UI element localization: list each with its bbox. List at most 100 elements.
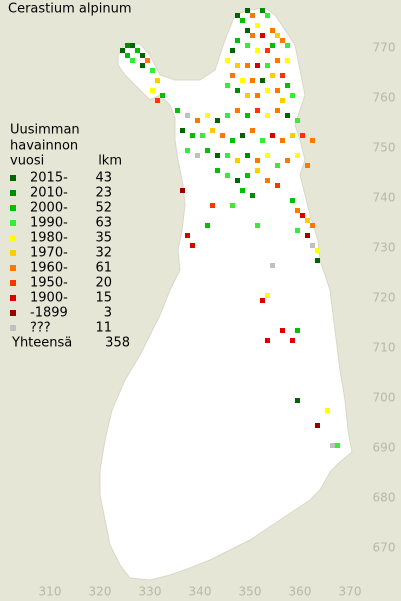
observation-square: [300, 133, 305, 138]
observation-square: [230, 73, 235, 78]
observation-square: [240, 18, 245, 23]
x-tick-label: 360: [289, 585, 312, 599]
observation-square: [140, 53, 145, 58]
observation-square: [245, 113, 250, 118]
legend-label: 1980-: [30, 231, 68, 246]
observation-square: [265, 88, 270, 93]
observation-square: [245, 153, 250, 158]
x-tick-label: 370: [339, 585, 362, 599]
y-tick-label: 770: [373, 41, 396, 55]
x-tick-label: 330: [139, 585, 162, 599]
observation-square: [235, 158, 240, 163]
legend-swatch: [10, 220, 16, 226]
observation-square: [290, 198, 295, 203]
x-tick-label: 340: [189, 585, 212, 599]
x-tick-label: 310: [39, 585, 62, 599]
observation-square: [305, 218, 310, 223]
legend-swatch: [10, 280, 16, 286]
y-tick-label: 690: [373, 441, 396, 455]
observation-square: [245, 8, 250, 13]
legend-total: 358: [105, 336, 130, 351]
observation-square: [260, 298, 265, 303]
observation-square: [285, 83, 290, 88]
observation-square: [255, 168, 260, 173]
legend-count-heading: lkm: [98, 154, 122, 169]
observation-square: [130, 43, 135, 48]
observation-square: [250, 13, 255, 18]
observation-square: [255, 48, 260, 53]
legend-label: ???: [30, 321, 51, 336]
observation-square: [235, 63, 240, 68]
observation-square: [125, 43, 130, 48]
observation-square: [150, 88, 155, 93]
legend-label: 2000-: [30, 201, 68, 216]
legend-swatch: [10, 205, 16, 211]
observation-square: [155, 78, 160, 83]
observation-square: [175, 108, 180, 113]
legend-label: 1950-: [30, 276, 68, 291]
observation-square: [290, 133, 295, 138]
observation-square: [250, 128, 255, 133]
observation-square: [185, 113, 190, 118]
observation-square: [265, 338, 270, 343]
observation-square: [265, 293, 270, 298]
observation-square: [255, 158, 260, 163]
observation-square: [230, 138, 235, 143]
observation-square: [270, 43, 275, 48]
observation-square: [225, 83, 230, 88]
observation-square: [280, 98, 285, 103]
observation-square: [280, 73, 285, 78]
legend-heading: Uusimman: [10, 123, 80, 138]
observation-square: [180, 128, 185, 133]
observation-square: [230, 203, 235, 208]
observation-square: [270, 263, 275, 268]
observation-square: [265, 13, 270, 18]
legend-label: 2010-: [30, 186, 68, 201]
legend-count: 63: [95, 216, 112, 231]
observation-square: [190, 243, 195, 248]
legend-total-label: Yhteensä: [11, 336, 72, 351]
observation-square: [260, 138, 265, 143]
legend-count: 20: [95, 276, 112, 291]
legend-count: 11: [95, 321, 112, 336]
observation-square: [200, 133, 205, 138]
legend-swatch: [10, 295, 16, 301]
observation-square: [315, 248, 320, 253]
observation-square: [130, 58, 135, 63]
legend-heading: vuosi: [10, 154, 44, 169]
observation-square: [260, 33, 265, 38]
legend-label: 1990-: [30, 216, 68, 231]
y-tick-label: 670: [373, 541, 396, 555]
observation-square: [330, 443, 335, 448]
legend-label: 1960-: [30, 261, 68, 276]
observation-square: [215, 153, 220, 158]
observation-square: [205, 113, 210, 118]
observation-square: [265, 153, 270, 158]
y-tick-label: 700: [373, 391, 396, 405]
observation-square: [310, 223, 315, 228]
observation-square: [195, 153, 200, 158]
observation-square: [265, 63, 270, 68]
legend-count: 32: [95, 246, 112, 261]
legend-heading: havainnon: [10, 139, 78, 154]
legend-label: 2015-: [30, 171, 68, 186]
observation-square: [285, 43, 290, 48]
observation-square: [315, 258, 320, 263]
observation-square: [325, 408, 330, 413]
observation-square: [245, 173, 250, 178]
legend-count: 3: [104, 306, 112, 321]
observation-square: [140, 63, 145, 68]
observation-square: [295, 228, 300, 233]
observation-square: [260, 78, 265, 83]
observation-square: [275, 88, 280, 93]
observation-square: [275, 183, 280, 188]
legend-label: 1900-: [30, 291, 68, 306]
observation-square: [295, 118, 300, 123]
observation-square: [255, 63, 260, 68]
observation-square: [225, 113, 230, 118]
observation-square: [120, 48, 125, 53]
observation-square: [285, 158, 290, 163]
observation-square: [295, 153, 300, 158]
